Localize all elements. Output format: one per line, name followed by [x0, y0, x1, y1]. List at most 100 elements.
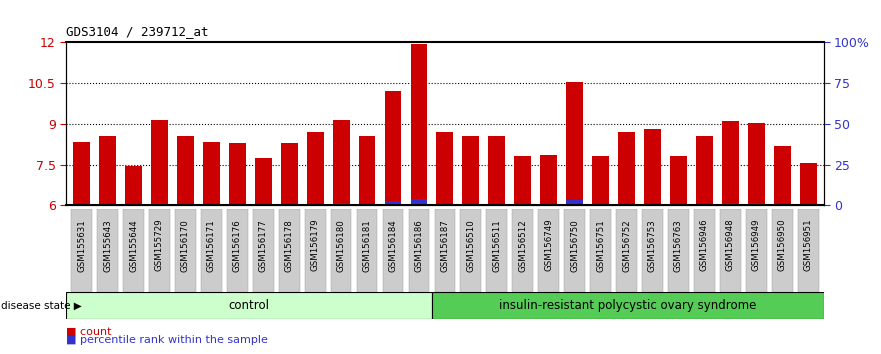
- FancyBboxPatch shape: [538, 209, 559, 292]
- Bar: [125, 166, 142, 205]
- Text: GSM156170: GSM156170: [181, 219, 190, 272]
- Bar: [436, 204, 454, 205]
- Text: GSM156950: GSM156950: [778, 219, 787, 272]
- Bar: [566, 82, 583, 205]
- Bar: [722, 121, 739, 205]
- FancyBboxPatch shape: [434, 209, 455, 292]
- FancyBboxPatch shape: [382, 209, 403, 292]
- FancyBboxPatch shape: [486, 209, 507, 292]
- FancyBboxPatch shape: [564, 209, 585, 292]
- FancyBboxPatch shape: [201, 209, 222, 292]
- Bar: [566, 200, 583, 205]
- Bar: [696, 136, 713, 205]
- Bar: [359, 204, 375, 205]
- Text: GSM156512: GSM156512: [518, 219, 527, 272]
- Bar: [307, 132, 323, 205]
- FancyBboxPatch shape: [357, 209, 377, 292]
- FancyBboxPatch shape: [642, 209, 663, 292]
- Bar: [644, 204, 661, 205]
- Text: GSM156751: GSM156751: [596, 219, 605, 272]
- FancyBboxPatch shape: [772, 209, 793, 292]
- FancyBboxPatch shape: [694, 209, 714, 292]
- Text: GSM156510: GSM156510: [466, 219, 476, 272]
- Bar: [618, 132, 635, 205]
- Text: GSM156949: GSM156949: [751, 219, 761, 272]
- Bar: [618, 204, 635, 205]
- Bar: [748, 203, 765, 205]
- Bar: [411, 199, 427, 205]
- Text: GSM156171: GSM156171: [207, 219, 216, 272]
- FancyBboxPatch shape: [798, 209, 818, 292]
- Bar: [463, 136, 479, 205]
- Bar: [177, 204, 194, 205]
- Bar: [670, 156, 687, 205]
- Bar: [203, 142, 220, 205]
- Text: GSM156177: GSM156177: [259, 219, 268, 272]
- Bar: [436, 132, 454, 205]
- Bar: [488, 136, 505, 205]
- Bar: [100, 136, 116, 205]
- Bar: [100, 204, 116, 205]
- FancyBboxPatch shape: [253, 209, 274, 292]
- Text: GSM156753: GSM156753: [648, 219, 657, 272]
- Text: ■ count: ■ count: [66, 326, 112, 337]
- Text: disease state ▶: disease state ▶: [1, 300, 82, 310]
- FancyBboxPatch shape: [513, 209, 533, 292]
- FancyBboxPatch shape: [330, 209, 352, 292]
- Text: GSM156179: GSM156179: [311, 219, 320, 272]
- Bar: [281, 143, 298, 205]
- Text: GSM156181: GSM156181: [363, 219, 372, 272]
- Text: GSM156186: GSM156186: [414, 219, 424, 272]
- Bar: [774, 145, 790, 205]
- FancyBboxPatch shape: [71, 209, 92, 292]
- Bar: [696, 204, 713, 205]
- Text: GSM155729: GSM155729: [155, 219, 164, 272]
- FancyBboxPatch shape: [616, 209, 637, 292]
- Text: control: control: [228, 299, 270, 312]
- FancyBboxPatch shape: [97, 209, 118, 292]
- FancyBboxPatch shape: [590, 209, 611, 292]
- Text: GSM155644: GSM155644: [129, 219, 138, 272]
- Bar: [229, 143, 246, 205]
- Text: GSM156948: GSM156948: [726, 219, 735, 272]
- Text: GSM155631: GSM155631: [78, 219, 86, 272]
- Text: GSM156951: GSM156951: [803, 219, 812, 272]
- Bar: [748, 122, 765, 205]
- FancyBboxPatch shape: [409, 209, 429, 292]
- Bar: [722, 203, 739, 205]
- FancyBboxPatch shape: [305, 209, 326, 292]
- Text: GSM156187: GSM156187: [440, 219, 449, 272]
- Bar: [592, 156, 609, 205]
- Text: GSM156750: GSM156750: [570, 219, 579, 272]
- Bar: [333, 203, 350, 205]
- Bar: [800, 163, 817, 205]
- Bar: [644, 129, 661, 205]
- Text: GSM156180: GSM156180: [337, 219, 345, 272]
- Text: GSM156184: GSM156184: [389, 219, 397, 272]
- FancyBboxPatch shape: [461, 209, 481, 292]
- Text: GSM156176: GSM156176: [233, 219, 241, 272]
- FancyBboxPatch shape: [668, 209, 689, 292]
- Bar: [359, 136, 375, 205]
- Bar: [73, 142, 90, 205]
- Bar: [307, 204, 323, 205]
- Text: GSM156511: GSM156511: [492, 219, 501, 272]
- FancyBboxPatch shape: [720, 209, 741, 292]
- Bar: [385, 201, 402, 205]
- FancyBboxPatch shape: [175, 209, 196, 292]
- Bar: [73, 204, 90, 205]
- Bar: [151, 120, 168, 205]
- Bar: [203, 204, 220, 205]
- Bar: [385, 91, 402, 205]
- Bar: [488, 204, 505, 205]
- Text: GSM155643: GSM155643: [103, 219, 112, 272]
- FancyBboxPatch shape: [279, 209, 300, 292]
- FancyBboxPatch shape: [123, 209, 144, 292]
- FancyBboxPatch shape: [746, 209, 766, 292]
- Bar: [66, 292, 432, 319]
- Bar: [515, 156, 531, 205]
- Bar: [540, 155, 557, 205]
- Text: ■ percentile rank within the sample: ■ percentile rank within the sample: [66, 335, 268, 346]
- Text: GSM156763: GSM156763: [674, 219, 683, 272]
- Bar: [151, 203, 168, 205]
